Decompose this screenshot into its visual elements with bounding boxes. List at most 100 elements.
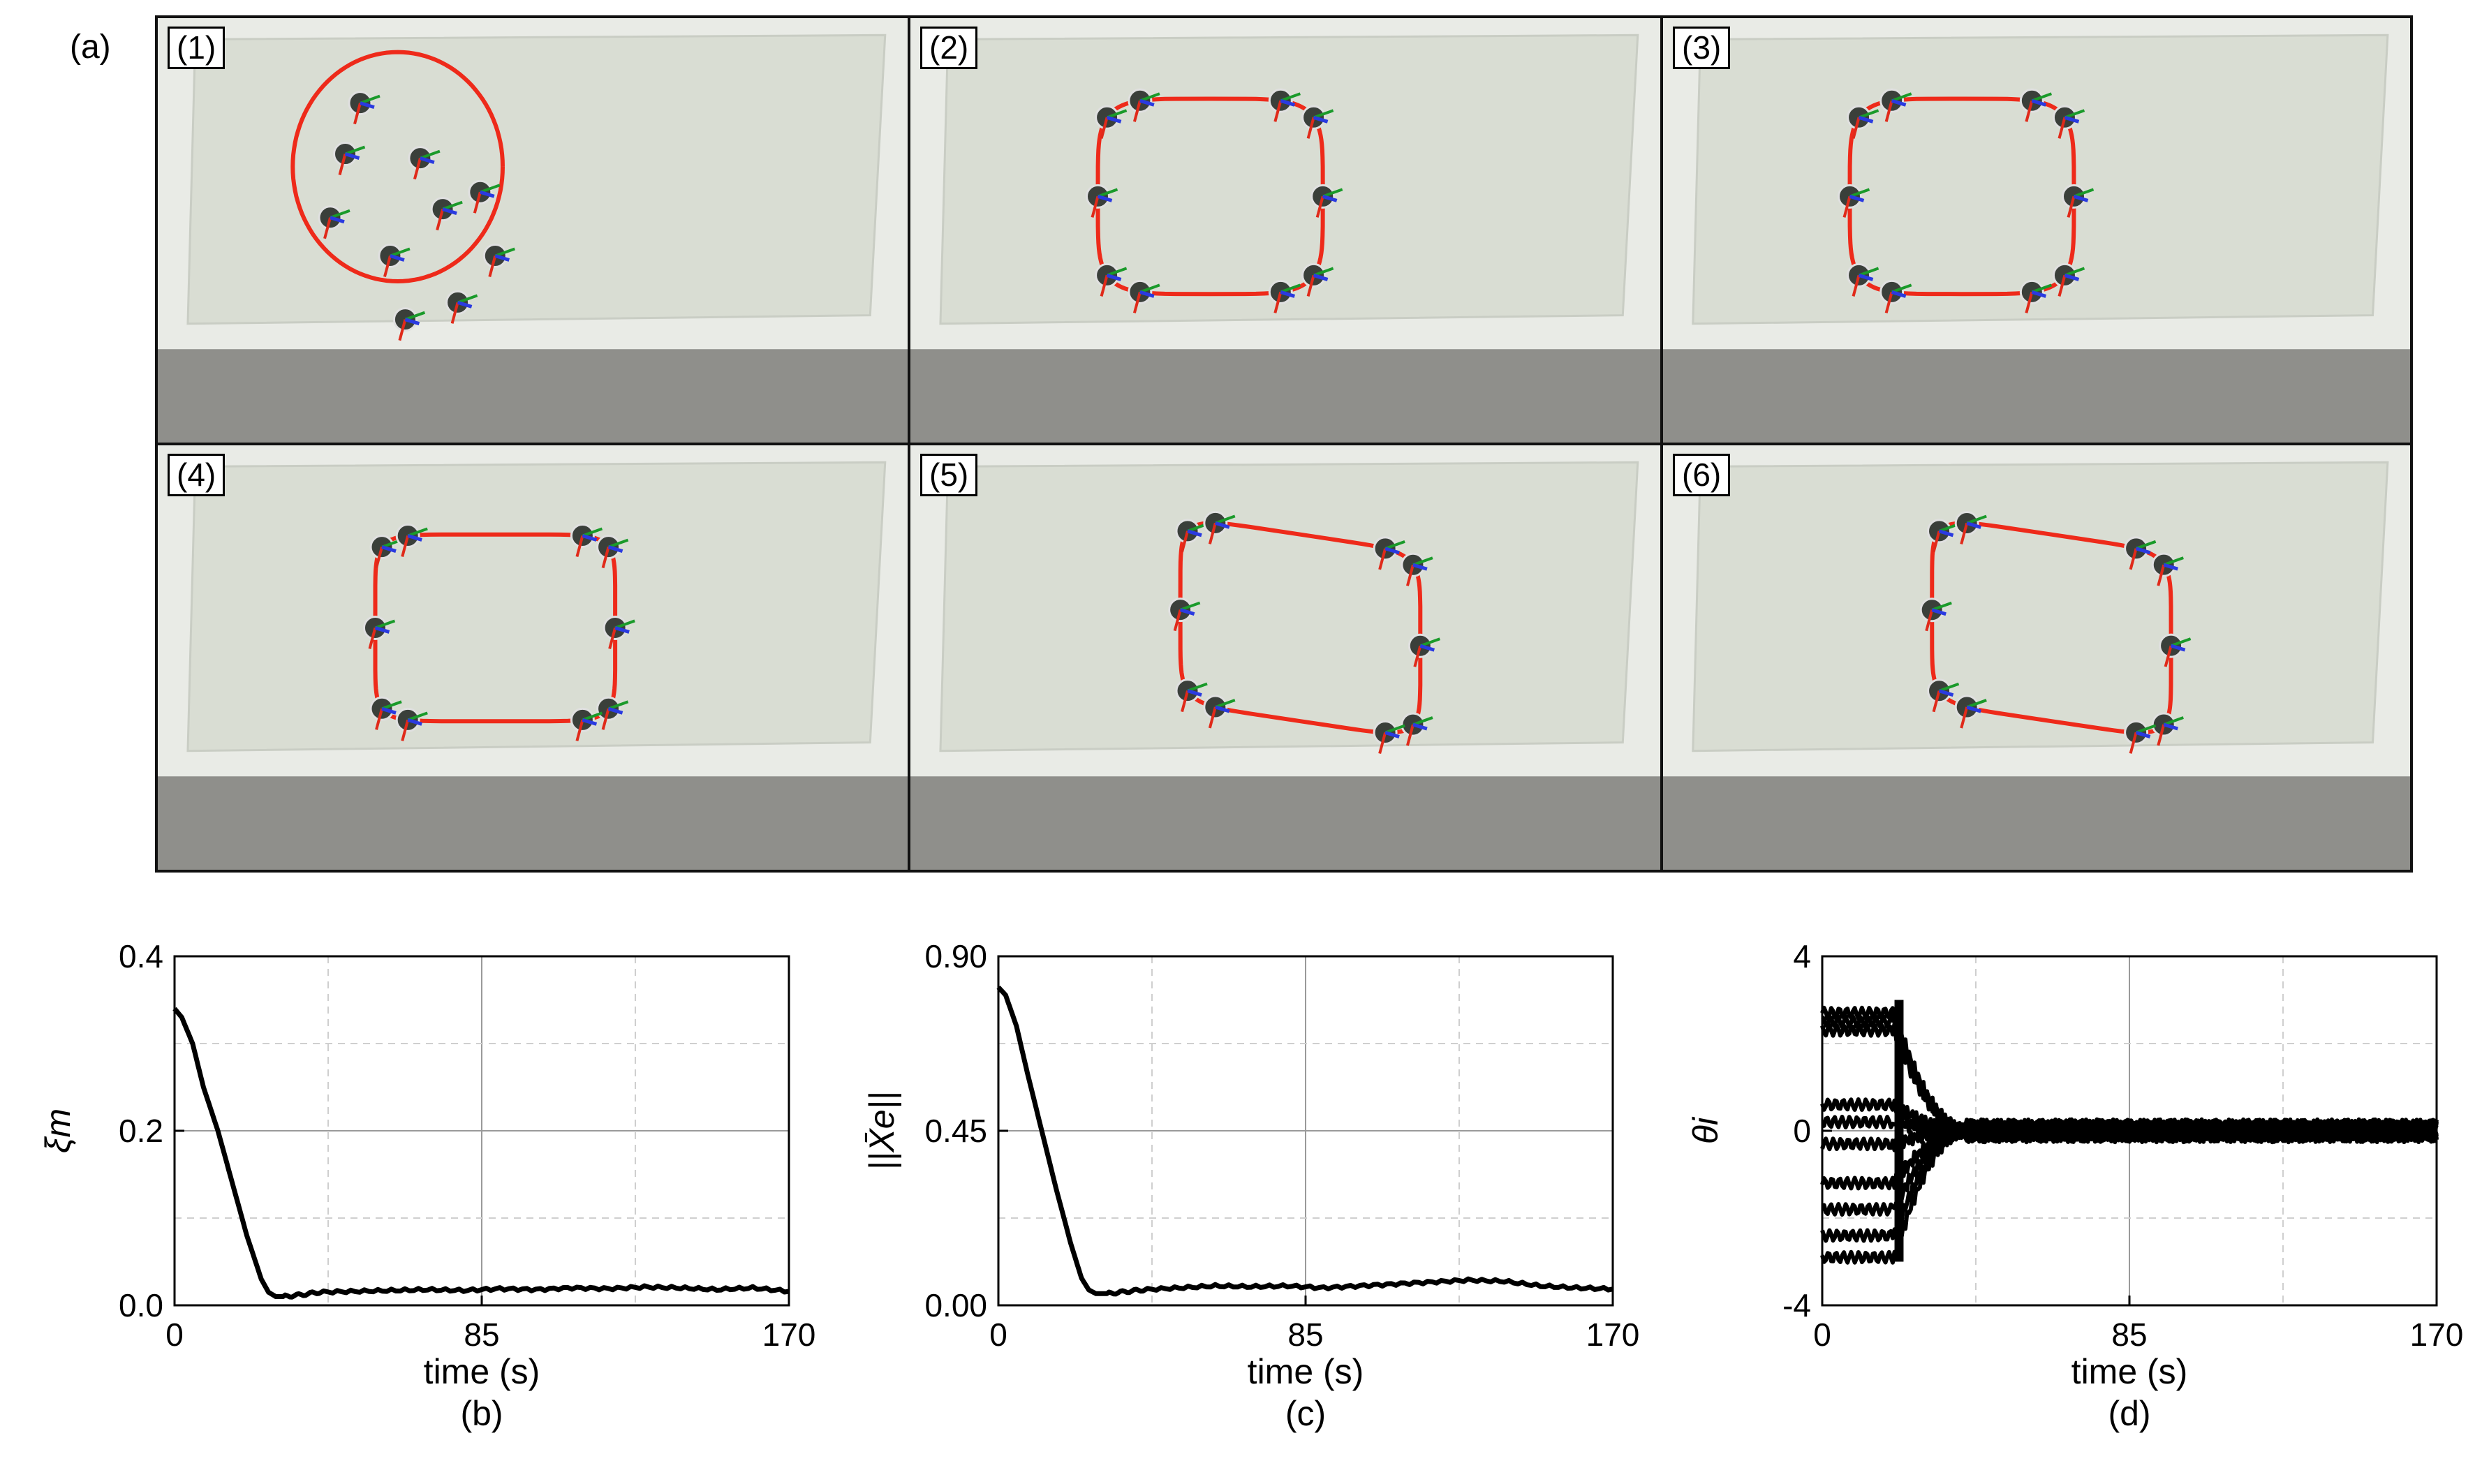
robot bbox=[482, 243, 515, 277]
robot bbox=[362, 615, 396, 649]
photo-grid: (1) (2) (3) (4) (5) (6) bbox=[155, 15, 2413, 873]
panel-1-scene bbox=[158, 18, 908, 443]
y-tick-label: 0 bbox=[1793, 1113, 1811, 1149]
panel-2-scene bbox=[910, 18, 1660, 443]
panel-tag-2: (2) bbox=[920, 27, 978, 69]
chart-sublabel: (c) bbox=[1285, 1394, 1326, 1433]
robot bbox=[1128, 88, 1160, 122]
robot bbox=[408, 146, 441, 180]
x-tick-label: 0 bbox=[165, 1316, 184, 1353]
theta-series-line bbox=[1820, 1117, 2439, 1265]
robot bbox=[596, 696, 629, 730]
robot bbox=[1301, 105, 1334, 139]
photo-panel-2: (2) bbox=[910, 18, 1660, 443]
robot bbox=[1128, 279, 1160, 313]
robot bbox=[1301, 262, 1334, 297]
drawing-board bbox=[186, 461, 887, 752]
photo-panel-3: (3) bbox=[1663, 18, 2410, 443]
chart-c: 0 85 170 0.00 0.45 0.90 time (s) ||X̄e|| (c) bbox=[838, 928, 1648, 1484]
robot bbox=[1401, 552, 1433, 586]
robot bbox=[1268, 88, 1301, 122]
robot bbox=[2151, 712, 2184, 746]
panel-tag-1: (1) bbox=[168, 27, 226, 69]
robot bbox=[1203, 695, 1236, 729]
x-axis-title: time (s) bbox=[1248, 1352, 1364, 1391]
chart-c-svg: 0 85 170 0.00 0.45 0.90 time (s) ||X̄e|| (c) bbox=[862, 938, 1640, 1433]
robot bbox=[430, 197, 463, 231]
series-line bbox=[172, 1007, 790, 1300]
panel-tag-5: (5) bbox=[920, 454, 978, 496]
y-tick-label: 0.0 bbox=[119, 1287, 163, 1323]
robot bbox=[1086, 184, 1118, 218]
x-tick-label: 85 bbox=[464, 1316, 499, 1353]
y-tick-label: 0.90 bbox=[924, 938, 987, 974]
robot bbox=[378, 243, 411, 277]
robot bbox=[2019, 279, 2053, 313]
y-tick-label: 0.00 bbox=[924, 1287, 987, 1323]
robot bbox=[2019, 88, 2053, 122]
robot bbox=[1927, 519, 1960, 553]
chart-sublabel: (d) bbox=[2108, 1394, 2150, 1433]
drawing-board bbox=[1692, 34, 2389, 325]
panel-tag-3: (3) bbox=[1673, 27, 1731, 69]
y-tick-label: 0.45 bbox=[924, 1113, 987, 1149]
boundary-curve bbox=[290, 50, 505, 284]
x-tick-label: 85 bbox=[1287, 1316, 1323, 1353]
robot bbox=[369, 696, 402, 730]
drawing-board bbox=[939, 34, 1639, 325]
robot bbox=[570, 523, 603, 557]
robot bbox=[348, 91, 381, 125]
x-tick-label: 170 bbox=[1586, 1316, 1640, 1353]
photo-panel-6: (6) bbox=[1663, 445, 2410, 870]
panel-6-scene bbox=[1663, 445, 2410, 870]
x-tick-label: 85 bbox=[2111, 1316, 2147, 1353]
robot bbox=[1919, 598, 1952, 632]
robot bbox=[570, 707, 603, 741]
robot bbox=[1954, 510, 1987, 544]
theta-transition-band bbox=[1894, 1000, 1904, 1262]
robot bbox=[2052, 105, 2085, 139]
robot bbox=[392, 307, 426, 341]
photo-panel-1: (1) bbox=[158, 18, 908, 443]
panel-5-scene bbox=[910, 445, 1660, 870]
robot bbox=[2124, 720, 2157, 754]
robot bbox=[395, 523, 428, 557]
robot bbox=[2062, 184, 2095, 218]
drawing-board bbox=[1692, 461, 2389, 752]
robot bbox=[1401, 712, 1433, 746]
chart-b: 0 85 170 0.0 0.2 0.4 time (s) ξm (b) bbox=[14, 928, 824, 1484]
panel-tag-4: (4) bbox=[168, 454, 226, 496]
photo-panel-4: (4) bbox=[158, 445, 908, 870]
robot bbox=[1373, 720, 1405, 755]
robot bbox=[1310, 184, 1343, 218]
robot bbox=[1408, 633, 1440, 667]
y-axis-title: θi bbox=[1686, 1116, 1725, 1144]
x-axis-title: time (s) bbox=[424, 1352, 540, 1391]
x-tick-label: 0 bbox=[989, 1316, 1007, 1353]
robot bbox=[596, 535, 629, 569]
drawing-board bbox=[939, 461, 1639, 752]
robot bbox=[333, 142, 366, 176]
panel-tag-6: (6) bbox=[1673, 454, 1731, 496]
x-tick-label: 170 bbox=[2410, 1316, 2464, 1353]
y-axis-title: ||X̄e|| bbox=[862, 1091, 902, 1170]
robot bbox=[2052, 262, 2085, 297]
y-tick-label: 0.2 bbox=[119, 1113, 163, 1149]
robot bbox=[2159, 633, 2192, 667]
y-axis-title: ξm bbox=[38, 1108, 77, 1153]
series-line bbox=[996, 986, 1613, 1297]
robot bbox=[1095, 262, 1128, 297]
robot bbox=[1203, 510, 1236, 544]
robot bbox=[395, 707, 428, 741]
robot bbox=[1847, 105, 1879, 139]
figure-label-a: (a) bbox=[70, 29, 111, 66]
robot bbox=[1268, 279, 1301, 313]
robot bbox=[1927, 678, 1960, 713]
y-tick-label: -4 bbox=[1782, 1287, 1811, 1323]
y-tick-label: 0.4 bbox=[119, 938, 163, 974]
chart-sublabel: (b) bbox=[460, 1394, 503, 1433]
robot bbox=[318, 205, 350, 239]
robot bbox=[1175, 678, 1208, 713]
panel-3-scene bbox=[1663, 18, 2410, 443]
